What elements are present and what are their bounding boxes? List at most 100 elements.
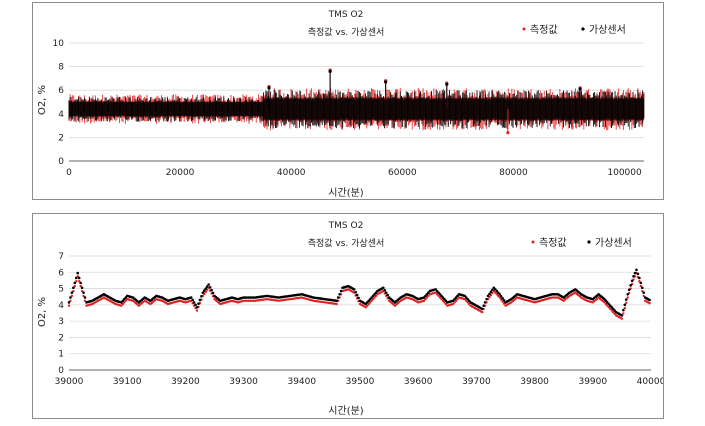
virtual-point	[502, 299, 506, 302]
measured-point	[67, 304, 71, 307]
virtual-point	[633, 271, 637, 275]
virtual-point	[480, 307, 484, 311]
y-tick-label: 3	[58, 317, 64, 327]
measured-point	[467, 302, 471, 306]
virtual-point	[483, 301, 487, 304]
virtual-point	[79, 281, 82, 285]
virtual-point	[488, 292, 491, 296]
chart-bottom-svg: 0 1 2 3 4 5 6 7 39000 39100 39200 39300 39400 39500 39…	[37, 221, 663, 417]
x-tick-label: 80000	[499, 168, 528, 178]
x-tick-label: 39100	[113, 377, 142, 387]
virtual-point	[624, 298, 628, 301]
x-axis-label-top: 시간(분)	[328, 187, 364, 199]
y-tick-label: 8	[58, 63, 64, 73]
virtual-point	[636, 272, 640, 276]
chart-subtitle-bottom: 측정값 vs. 가상센서	[308, 237, 385, 249]
virtual-point	[630, 279, 634, 283]
virtual-point	[83, 296, 87, 299]
grid-top	[69, 42, 644, 138]
virtual-point	[204, 287, 208, 290]
chart-title-bottom: TMS O2	[328, 221, 364, 231]
measured-point	[82, 294, 85, 298]
x-tick-label: 39800	[520, 377, 549, 387]
x-tick-label: 39000	[55, 377, 84, 387]
measured-point	[80, 289, 84, 293]
virtual-point	[82, 291, 85, 294]
virtual-point	[74, 276, 78, 280]
virtual-point	[627, 288, 631, 292]
virtual-point	[386, 293, 389, 297]
measured-point	[244, 299, 247, 302]
measured-point	[466, 301, 469, 304]
virtual-point	[642, 291, 646, 294]
measured-point	[456, 297, 459, 301]
legend-label-measured-bottom: 측정값	[539, 237, 567, 249]
measured-point	[639, 284, 643, 288]
virtual-point	[352, 288, 356, 291]
virtual-point	[622, 308, 625, 312]
measured-point	[641, 289, 644, 293]
measured-point	[370, 299, 373, 302]
legend-marker-virtual-bottom	[587, 240, 591, 244]
measured-point	[69, 299, 72, 302]
virtual-point	[489, 290, 493, 294]
virtual-point	[338, 292, 341, 296]
measured-point	[622, 312, 625, 315]
legend-label-virtual-top: 가상센서	[589, 24, 626, 36]
x-tick-label: 39300	[229, 377, 258, 387]
y-tick-label: 0	[58, 157, 64, 167]
chart-subtitle-top: 측정값 vs. 가상센서	[308, 26, 385, 38]
y-tick-label: 4	[58, 110, 64, 120]
virtual-point	[639, 281, 643, 285]
chart-panel-bottom: 0 1 2 3 4 5 6 7 39000 39100 39200 39300 39400 39500 39…	[32, 213, 664, 419]
measured-point	[438, 296, 442, 299]
x-tick-label: 39900	[578, 377, 607, 387]
virtual-point	[198, 298, 202, 302]
virtual-point	[354, 290, 357, 294]
virtual-point	[77, 276, 81, 280]
x-tick-label: 39500	[346, 377, 375, 387]
virtual-point	[626, 292, 630, 296]
virtual-point	[499, 295, 503, 298]
measured-point	[76, 275, 79, 278]
y-tick-label: 6	[58, 86, 64, 96]
measured-point	[83, 299, 87, 302]
x-axis-label-bottom: 시간(분)	[328, 405, 364, 417]
virtual-point	[485, 297, 488, 301]
measured-point	[70, 294, 74, 298]
measured-point	[638, 280, 641, 283]
virtual-point	[501, 297, 504, 300]
virtual-point	[205, 285, 209, 288]
measured-point	[606, 304, 609, 307]
measured-point	[79, 284, 82, 288]
virtual-point	[208, 286, 212, 289]
measured-point	[603, 301, 606, 304]
measured-point	[434, 291, 437, 294]
virtual-point	[635, 268, 638, 272]
chart-panel-top: 0 2 4 6 8 10 0 20000 40000 60000 80000 100000 TMS O…	[32, 2, 664, 200]
series-band	[263, 98, 644, 120]
measured-point	[371, 297, 375, 301]
measured-point	[367, 302, 370, 306]
y-tick-label: 6	[58, 268, 64, 278]
virtual-point	[632, 275, 635, 278]
measured-point	[368, 301, 372, 304]
measured-point	[604, 302, 608, 306]
virtual-point	[189, 296, 193, 299]
x-tick-label: 39400	[287, 377, 316, 387]
measured-point	[195, 309, 199, 312]
virtual-point	[335, 299, 339, 303]
measured-point	[427, 294, 430, 298]
x-tick-label: 0	[66, 168, 72, 178]
virtual-point	[357, 296, 360, 300]
y-tick-label: 10	[53, 39, 65, 49]
measured-point	[75, 280, 78, 283]
measured-point	[77, 280, 81, 283]
measured-point	[481, 310, 484, 314]
virtual-point	[648, 298, 651, 302]
y-tick-label: 4	[58, 301, 64, 311]
measured-point	[424, 297, 427, 301]
measured-point	[250, 299, 254, 302]
virtual-point	[210, 288, 213, 292]
y-tick-label: 7	[58, 252, 64, 262]
